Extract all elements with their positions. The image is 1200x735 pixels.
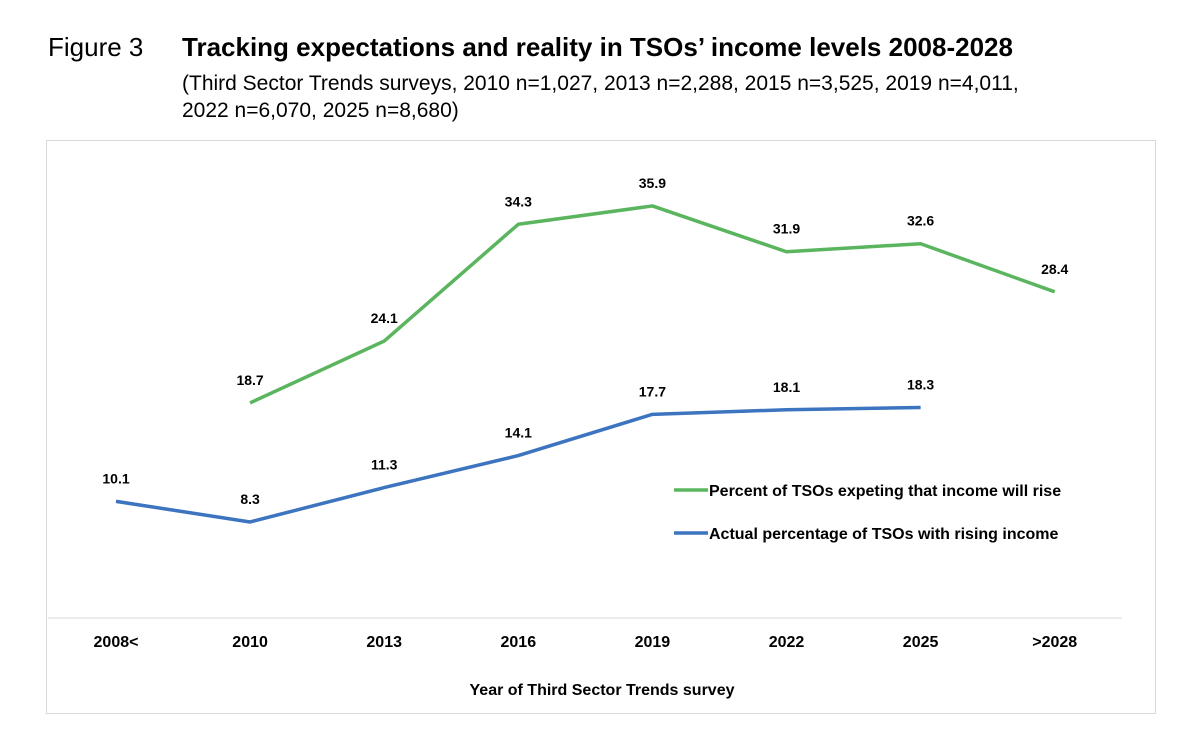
subtitle-line: 2022 n=6,070, 2025 n=8,680) (182, 99, 459, 122)
data-label: 11.3 (371, 457, 398, 473)
legend-label: Actual percentage of TSOs with rising in… (709, 526, 1059, 543)
data-label: 34.3 (505, 193, 532, 209)
x-tick-label: 2016 (501, 634, 537, 651)
data-label: 18.3 (907, 376, 934, 392)
data-label: 28.4 (1041, 261, 1068, 277)
chart-title: Tracking expectations and reality in TSO… (182, 32, 1013, 62)
series-line (115, 405, 921, 524)
x-tick-label: 2008< (94, 634, 139, 651)
data-label: 35.9 (639, 175, 666, 191)
data-label: 18.7 (236, 372, 263, 388)
legend-label: Percent of TSOs expeting that income wil… (709, 483, 1061, 500)
chart-header: Figure 3 Tracking expectations and realit… (48, 32, 1013, 63)
data-label: 8.3 (240, 491, 260, 507)
chart-subtitle: (Third Sector Trends surveys, 2010 n=1,0… (182, 70, 1182, 124)
data-label: 32.6 (907, 213, 934, 229)
x-axis-title: Year of Third Sector Trends survey (470, 682, 735, 699)
data-label: 17.7 (639, 383, 666, 399)
x-tick-label: 2010 (232, 634, 268, 651)
series-line (249, 204, 1056, 405)
subtitle-line: (Third Sector Trends surveys, 2010 n=1,0… (182, 72, 1019, 95)
data-label: 10.1 (102, 470, 129, 486)
data-label: 31.9 (773, 221, 800, 237)
data-label: 14.1 (505, 425, 532, 441)
chart-frame (46, 140, 1156, 714)
x-tick-label: 2019 (635, 634, 671, 651)
data-label: 18.1 (773, 379, 800, 395)
x-tick-label: >2028 (1032, 634, 1077, 651)
x-tick-label: 2013 (366, 634, 402, 651)
figure-label: Figure 3 (48, 32, 144, 62)
x-tick-label: 2025 (903, 634, 939, 651)
data-label: 24.1 (371, 310, 398, 326)
x-tick-label: 2022 (769, 634, 805, 651)
